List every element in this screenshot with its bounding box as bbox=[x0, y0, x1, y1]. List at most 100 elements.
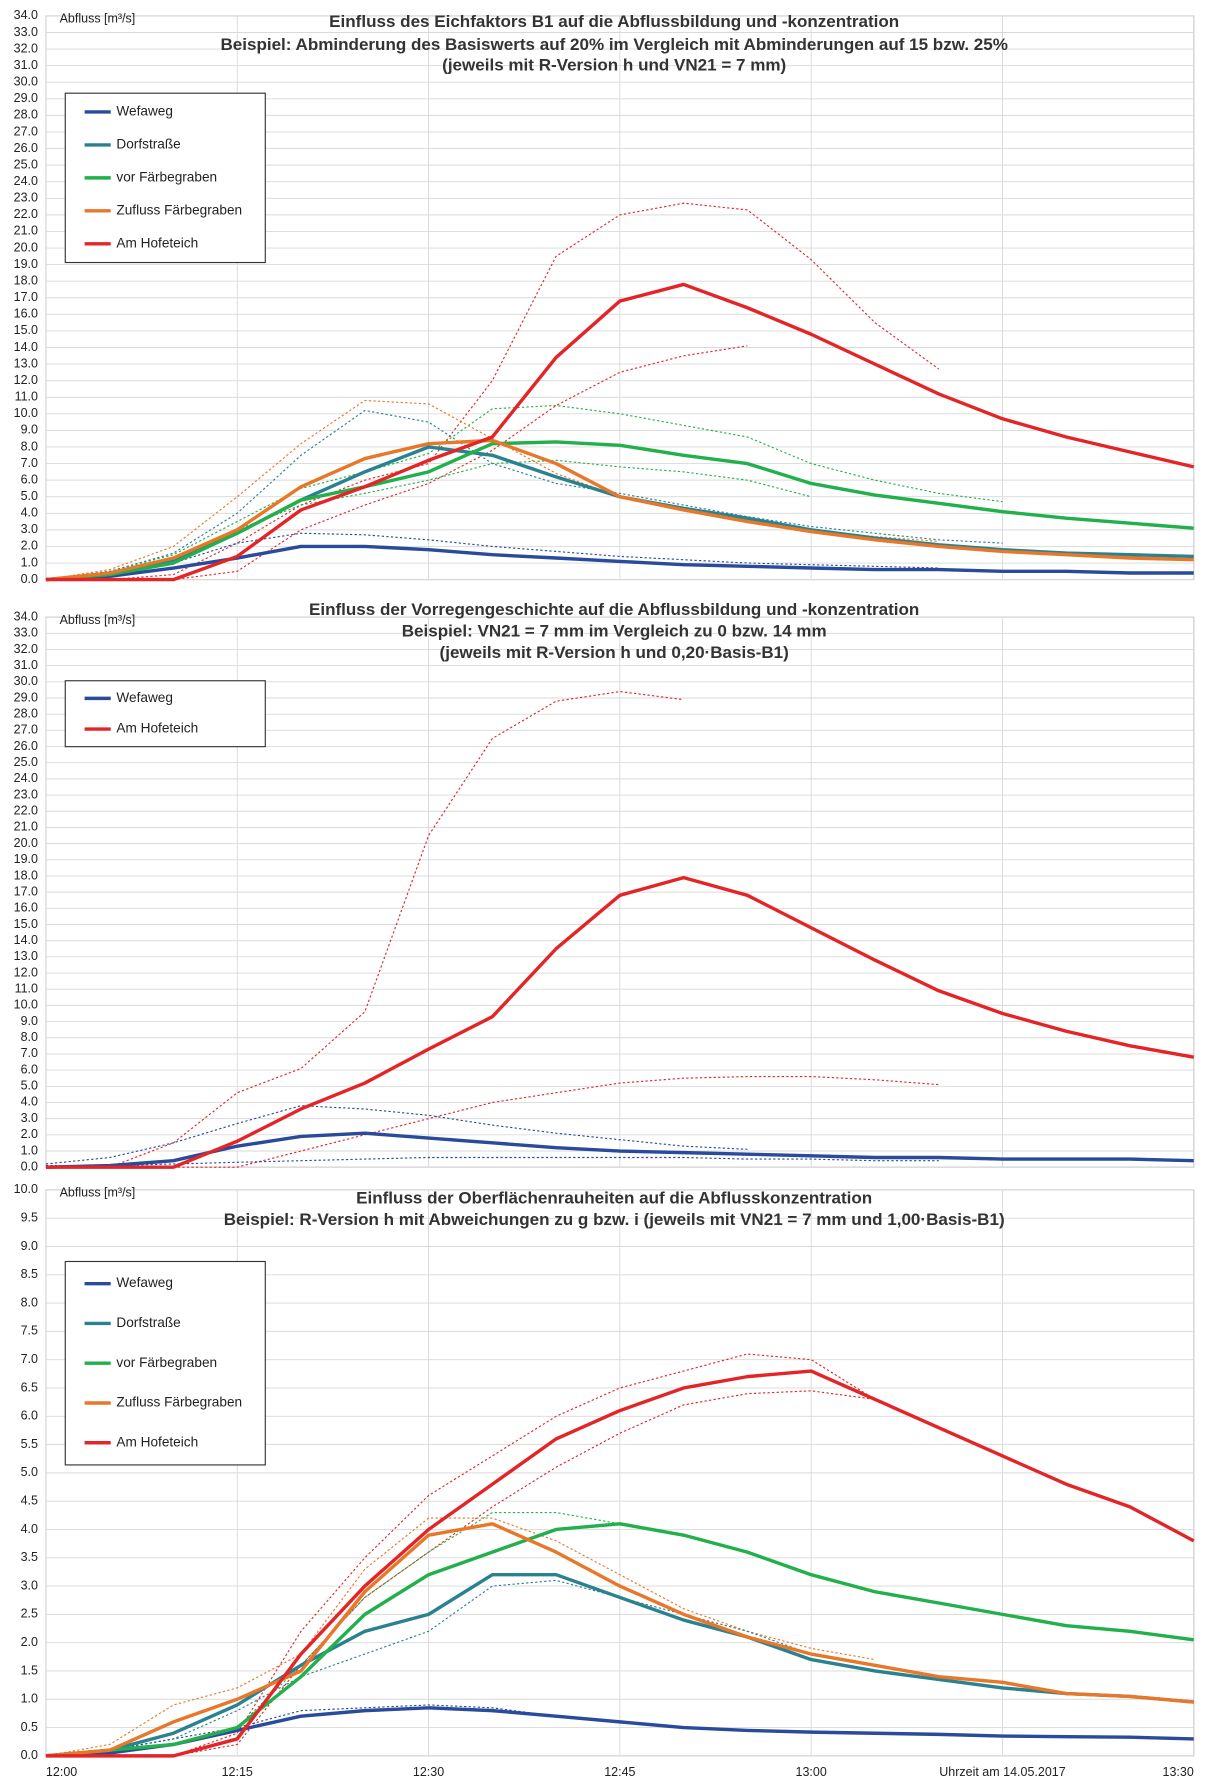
y-tick-label: 27.0 bbox=[14, 723, 38, 737]
legend-label: Dorfstraße bbox=[116, 1315, 180, 1330]
y-tick-label: 29.0 bbox=[14, 91, 38, 105]
y-tick-label: 21.0 bbox=[14, 820, 38, 834]
y-tick-label: 9.0 bbox=[21, 1014, 38, 1028]
variant-line bbox=[45, 690, 684, 1168]
y-tick-label: 32.0 bbox=[14, 41, 38, 55]
chart-title: Beispiel: R-Version h mit Abweichungen z… bbox=[224, 1210, 1005, 1229]
y-tick-label: 29.0 bbox=[14, 690, 38, 704]
y-tick-label: 15.0 bbox=[14, 917, 38, 931]
y-tick-label: 8.0 bbox=[21, 1030, 38, 1044]
y-tick-label: 4.0 bbox=[21, 1522, 38, 1536]
chart-title: Einfluss der Oberflächenrauheiten auf di… bbox=[356, 1188, 872, 1207]
y-tick-label: 13.0 bbox=[14, 356, 38, 370]
y-tick-label: 0.0 bbox=[21, 572, 38, 586]
y-tick-label: 22.0 bbox=[14, 804, 38, 818]
series-line bbox=[45, 1522, 1194, 1758]
y-tick-label: 11.0 bbox=[15, 390, 38, 404]
x-tick-label: 12:45 bbox=[604, 1765, 635, 1779]
y-tick-label: 8.0 bbox=[21, 1295, 38, 1309]
legend-label: Am Hofeteich bbox=[116, 1434, 198, 1449]
y-tick-label: 7.0 bbox=[21, 1352, 38, 1366]
y-tick-label: 33.0 bbox=[14, 25, 38, 39]
y-tick-label: 10.0 bbox=[14, 1182, 38, 1196]
y-tick-label: 18.0 bbox=[14, 273, 38, 287]
x-tick-label: 13:00 bbox=[796, 1765, 827, 1779]
y-tick-label: 15.0 bbox=[14, 323, 38, 337]
y-tick-label: 18.0 bbox=[14, 868, 38, 882]
y-tick-label: 3.5 bbox=[21, 1550, 38, 1564]
series-line bbox=[45, 282, 1195, 582]
y-tick-label: 30.0 bbox=[14, 674, 38, 688]
legend-label: Dorfstraße bbox=[116, 136, 180, 151]
legend-label: Wefaweg bbox=[116, 1275, 173, 1290]
y-tick-label: 9.0 bbox=[21, 1239, 38, 1253]
legend-box bbox=[64, 680, 266, 748]
y-tick-label: 1.5 bbox=[21, 1663, 38, 1677]
y-tick-label: 12.0 bbox=[14, 373, 38, 387]
x-tick-label: 12:15 bbox=[222, 1765, 253, 1779]
y-tick-label: 11.0 bbox=[15, 982, 38, 996]
y-tick-label: 20.0 bbox=[14, 240, 38, 254]
x-tick-label: 13:30 bbox=[1163, 1765, 1194, 1779]
y-axis-label: Abfluss [m³/s] bbox=[60, 12, 136, 26]
chart-title: Einfluss des Eichfaktors B1 auf die Abfl… bbox=[329, 12, 899, 31]
y-tick-label: 3.0 bbox=[21, 1578, 38, 1592]
y-tick-label: 25.0 bbox=[14, 755, 38, 769]
y-tick-label: 19.0 bbox=[14, 852, 38, 866]
y-tick-label: 23.0 bbox=[14, 787, 38, 801]
series-line bbox=[45, 1131, 1194, 1169]
y-tick-label: 14.0 bbox=[14, 933, 38, 947]
y-tick-label: 0.0 bbox=[21, 1748, 38, 1762]
y-tick-label: 10.0 bbox=[14, 998, 38, 1012]
y-tick-label: 17.0 bbox=[14, 290, 38, 304]
y-tick-label: 5.0 bbox=[21, 489, 38, 503]
y-tick-label: 34.0 bbox=[14, 8, 38, 22]
y-tick-label: 23.0 bbox=[14, 191, 38, 205]
series-line bbox=[45, 1573, 1194, 1758]
y-tick-label: 31.0 bbox=[14, 58, 38, 72]
y-tick-label: 27.0 bbox=[14, 124, 38, 138]
y-tick-label: 22.0 bbox=[14, 207, 38, 221]
y-tick-label: 12.0 bbox=[14, 965, 38, 979]
y-tick-label: 10.0 bbox=[14, 406, 38, 420]
y-tick-label: 9.5 bbox=[21, 1210, 38, 1224]
variant-line bbox=[45, 1517, 875, 1757]
legend-label: Am Hofeteich bbox=[116, 721, 198, 736]
y-tick-label: 1.0 bbox=[21, 555, 38, 569]
variant-line bbox=[45, 1105, 748, 1165]
y-axis-label: Abfluss [m³/s] bbox=[60, 613, 136, 627]
series-line bbox=[45, 875, 1195, 1169]
y-axis-label: Abfluss [m³/s] bbox=[60, 1186, 136, 1200]
x-tick-label: 12:00 bbox=[46, 1765, 77, 1779]
y-tick-label: 2.0 bbox=[21, 1127, 38, 1141]
y-tick-label: 33.0 bbox=[14, 626, 38, 640]
legend-label: Zufluss Färbegraben bbox=[116, 1395, 242, 1410]
y-tick-label: 16.0 bbox=[14, 307, 38, 321]
y-tick-label: 5.0 bbox=[21, 1465, 38, 1479]
y-tick-label: 7.5 bbox=[21, 1324, 38, 1338]
y-tick-label: 2.0 bbox=[21, 539, 38, 553]
y-tick-label: 5.0 bbox=[21, 1079, 38, 1093]
y-tick-label: 28.0 bbox=[14, 706, 38, 720]
y-tick-label: 8.0 bbox=[21, 439, 38, 453]
variant-line bbox=[45, 1704, 557, 1757]
y-tick-label: 8.5 bbox=[21, 1267, 38, 1281]
y-tick-label: 6.0 bbox=[21, 472, 38, 486]
y-tick-label: 6.0 bbox=[21, 1409, 38, 1423]
legend-label: Am Hofeteich bbox=[116, 235, 198, 250]
y-tick-label: 4.0 bbox=[21, 506, 38, 520]
variant-line bbox=[45, 409, 1003, 581]
legend-label: Zufluss Färbegraben bbox=[116, 202, 242, 217]
y-tick-label: 34.0 bbox=[14, 609, 38, 623]
legend-label: vor Färbegraben bbox=[116, 169, 217, 184]
y-tick-label: 4.5 bbox=[21, 1493, 38, 1507]
y-tick-label: 4.0 bbox=[21, 1095, 38, 1109]
y-tick-label: 31.0 bbox=[14, 658, 38, 672]
y-tick-label: 28.0 bbox=[14, 108, 38, 122]
y-tick-label: 20.0 bbox=[14, 836, 38, 850]
chart-title: Einfluss der Vorregengeschichte auf die … bbox=[309, 600, 919, 619]
series-line bbox=[45, 440, 1194, 582]
x-tick-label: 12:30 bbox=[413, 1765, 444, 1779]
